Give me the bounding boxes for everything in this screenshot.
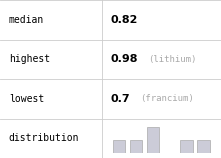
Text: 0.98: 0.98 [110, 54, 138, 64]
Text: (francium): (francium) [140, 94, 194, 103]
Text: median: median [9, 15, 44, 25]
Bar [197, 140, 210, 153]
Bar [147, 127, 159, 153]
Text: 0.82: 0.82 [110, 15, 138, 25]
Text: highest: highest [9, 54, 50, 64]
Bar [130, 140, 142, 153]
Text: distribution: distribution [9, 133, 79, 143]
Text: (lithium): (lithium) [149, 55, 197, 64]
Text: 0.7: 0.7 [110, 94, 130, 104]
Bar [180, 140, 193, 153]
Text: lowest: lowest [9, 94, 44, 104]
Bar [113, 140, 125, 153]
